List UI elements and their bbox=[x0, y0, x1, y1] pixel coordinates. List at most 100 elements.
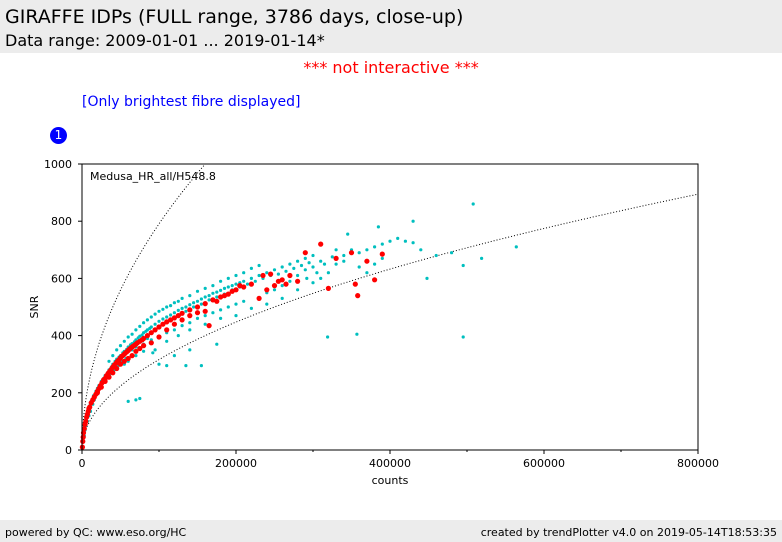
footer-generator: created by trendPlotter v4.0 on 2019-05-… bbox=[480, 526, 777, 539]
data-point bbox=[379, 251, 385, 257]
data-point bbox=[199, 364, 203, 368]
data-point bbox=[164, 327, 170, 333]
data-point bbox=[142, 331, 146, 335]
data-point bbox=[296, 273, 300, 278]
data-point bbox=[234, 282, 238, 286]
data-point bbox=[106, 374, 112, 380]
data-point bbox=[153, 348, 157, 352]
data-point bbox=[202, 308, 208, 314]
data-point bbox=[130, 332, 134, 336]
data-point bbox=[450, 251, 454, 255]
data-point bbox=[372, 277, 378, 283]
data-point bbox=[160, 321, 166, 327]
data-point bbox=[153, 312, 157, 316]
data-point bbox=[142, 321, 146, 325]
data-point bbox=[184, 305, 188, 309]
data-point bbox=[161, 307, 165, 311]
data-point bbox=[141, 335, 147, 342]
data-point bbox=[295, 278, 301, 284]
reference-curve-1 bbox=[81, 193, 699, 451]
footer-credit: powered by QC: www.eso.org/HC bbox=[5, 526, 187, 539]
data-point bbox=[461, 263, 465, 268]
data-point bbox=[315, 271, 319, 275]
data-point bbox=[257, 263, 261, 268]
data-point bbox=[164, 319, 170, 325]
data-point bbox=[148, 330, 154, 336]
data-point bbox=[156, 334, 162, 340]
data-point bbox=[480, 256, 484, 260]
data-point bbox=[461, 335, 465, 339]
data-point bbox=[242, 271, 246, 275]
data-point bbox=[192, 305, 196, 309]
data-point bbox=[242, 279, 246, 283]
data-point bbox=[165, 305, 169, 309]
data-point bbox=[373, 262, 377, 266]
data-point bbox=[249, 306, 253, 310]
x-tick-label: 600000 bbox=[523, 457, 565, 470]
data-point bbox=[322, 262, 327, 266]
data-point bbox=[373, 245, 377, 249]
data-point bbox=[411, 219, 415, 223]
data-point bbox=[256, 295, 262, 301]
data-point bbox=[219, 308, 223, 312]
data-point bbox=[302, 250, 308, 256]
data-point bbox=[352, 281, 358, 287]
data-point bbox=[87, 404, 93, 410]
data-point bbox=[165, 364, 169, 368]
data-point bbox=[318, 241, 324, 247]
data-point bbox=[152, 327, 158, 333]
data-point bbox=[203, 286, 207, 290]
y-tick-label: 800 bbox=[51, 215, 72, 228]
data-point bbox=[134, 354, 138, 358]
data-point bbox=[280, 296, 284, 300]
x-tick-label: 400000 bbox=[369, 457, 411, 470]
data-point bbox=[175, 313, 181, 319]
data-point bbox=[234, 314, 238, 318]
x-tick-label: 200000 bbox=[215, 457, 257, 470]
data-point bbox=[203, 314, 207, 318]
data-point bbox=[348, 250, 355, 256]
data-point bbox=[303, 268, 307, 272]
data-point bbox=[172, 354, 176, 358]
data-point bbox=[133, 348, 139, 354]
data-point bbox=[303, 256, 307, 260]
x-tick-label: 800000 bbox=[677, 457, 719, 470]
data-point bbox=[311, 253, 315, 258]
data-point bbox=[334, 262, 338, 266]
data-point bbox=[180, 296, 184, 300]
data-point bbox=[249, 266, 253, 270]
data-point bbox=[207, 298, 211, 302]
data-point bbox=[265, 302, 269, 306]
data-point bbox=[287, 272, 293, 279]
data-point bbox=[226, 285, 230, 289]
data-point bbox=[237, 283, 243, 289]
data-point bbox=[342, 253, 346, 258]
y-tick-label: 400 bbox=[51, 330, 72, 343]
data-point bbox=[355, 293, 361, 299]
data-point bbox=[253, 279, 257, 283]
data-point bbox=[121, 358, 127, 364]
data-point bbox=[215, 342, 219, 346]
data-point bbox=[222, 286, 227, 290]
data-point bbox=[296, 288, 300, 292]
data-point bbox=[299, 263, 304, 268]
data-point bbox=[192, 301, 196, 305]
data-point bbox=[219, 279, 223, 283]
data-point bbox=[229, 288, 235, 294]
data-point bbox=[157, 362, 161, 366]
data-point bbox=[325, 285, 331, 291]
data-point bbox=[125, 355, 131, 362]
data-point bbox=[138, 324, 142, 328]
data-point bbox=[122, 339, 126, 343]
data-point bbox=[260, 272, 266, 279]
data-point bbox=[333, 255, 339, 261]
data-point bbox=[403, 239, 407, 243]
data-point bbox=[153, 322, 157, 326]
data-point bbox=[141, 343, 147, 349]
y-tick-label: 200 bbox=[51, 387, 72, 400]
data-point bbox=[226, 276, 230, 280]
data-point bbox=[257, 273, 261, 278]
data-point bbox=[172, 328, 176, 332]
data-point bbox=[115, 348, 119, 352]
data-point bbox=[241, 284, 247, 290]
